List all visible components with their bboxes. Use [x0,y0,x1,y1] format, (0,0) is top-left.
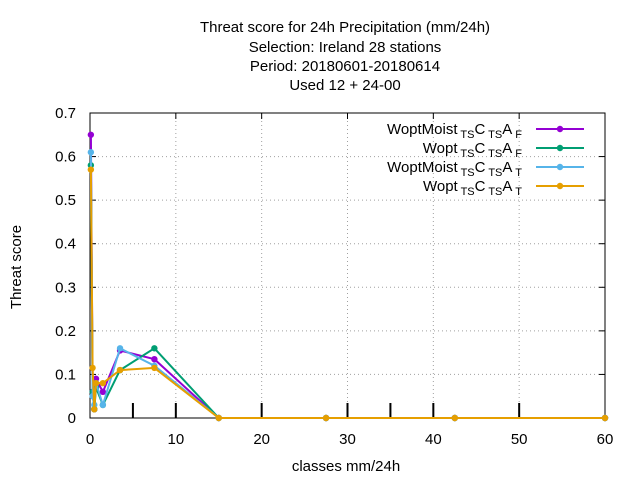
x-tick-label: 0 [86,431,94,448]
y-tick-label: 0.1 [55,366,76,383]
legend-label: Wopt TSC TSA F [423,140,523,160]
chart-title: Threat score for 24h Precipitation (mm/2… [200,19,490,94]
y-tick-label: 0 [68,410,76,427]
y-tick-label: 0.7 [55,105,76,122]
data-point [322,414,330,422]
data-point [89,364,96,372]
x-tick-label: 30 [339,431,356,448]
data-point [87,131,95,138]
y-tick-label: 0.4 [55,236,76,253]
data-point [116,366,124,374]
legend-label: WoptMoist TSC TSA T [387,159,522,179]
series-layer [87,131,609,422]
y-tick-label: 0.6 [55,149,76,166]
legend-label: Wopt TSC TSA T [423,178,522,198]
data-point [92,379,100,387]
data-point [87,149,95,156]
data-point [151,355,158,363]
legend-label: WoptMoist TSC TSA F [387,121,522,141]
x-tick-label: 40 [425,431,442,448]
y-tick-label: 0.2 [55,323,76,340]
data-point [99,379,107,387]
data-point [151,364,158,372]
title-line-1: Threat score for 24h Precipitation (mm/2… [200,19,490,36]
data-point [151,345,158,352]
title-line-3: Period: 20180601-20180614 [250,58,440,75]
x-tick-label: 20 [253,431,270,448]
data-point [91,406,98,413]
x-tick-label: 60 [597,431,614,448]
axis-ticks: 0 10 20 30 40 50 60 0 0.1 0.2 0.3 0.4 0.5 0.6 0.7 [55,105,613,448]
data-point [99,388,107,396]
legend-marker [556,182,564,190]
data-point [451,414,458,422]
series-3 [87,166,609,422]
title-line-2: Selection: Ireland 28 stations [249,39,442,56]
y-axis-label: Threat score [8,225,25,309]
data-point [99,401,107,409]
grid-lines [90,113,605,418]
legend-marker [556,125,564,133]
x-tick-label: 10 [167,431,184,448]
x-tick-label: 50 [511,431,528,448]
data-point [601,414,609,422]
data-point [116,345,124,352]
y-tick-label: 0.5 [55,192,76,209]
legend-marker [556,144,564,152]
title-line-4: Used 12 + 24-00 [289,77,400,94]
series-1 [87,162,609,422]
series-line [89,165,605,419]
x-axis-label: classes mm/24h [292,458,400,475]
legend-marker [556,163,564,171]
y-tick-label: 0.3 [55,279,76,296]
data-point [215,414,222,422]
data-point [87,166,95,173]
